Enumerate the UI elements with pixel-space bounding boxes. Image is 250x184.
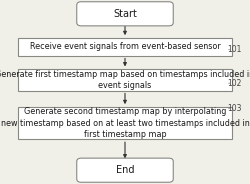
Text: Generate first timestamp map based on timestamps included in
event signals: Generate first timestamp map based on ti… [0,70,250,90]
Text: 101: 101 [227,45,241,54]
FancyBboxPatch shape [18,107,233,139]
Text: Receive event signals from event-based sensor: Receive event signals from event-based s… [30,43,220,51]
FancyBboxPatch shape [77,2,173,26]
Text: End: End [116,165,134,175]
FancyBboxPatch shape [77,158,173,182]
Text: 103: 103 [227,104,241,113]
FancyBboxPatch shape [18,70,233,91]
Text: Generate second timestamp map by interpolating
new timestamp based on at least t: Generate second timestamp map by interpo… [0,107,250,139]
FancyBboxPatch shape [18,38,233,56]
Text: 102: 102 [227,79,241,88]
Text: Start: Start [113,9,137,19]
